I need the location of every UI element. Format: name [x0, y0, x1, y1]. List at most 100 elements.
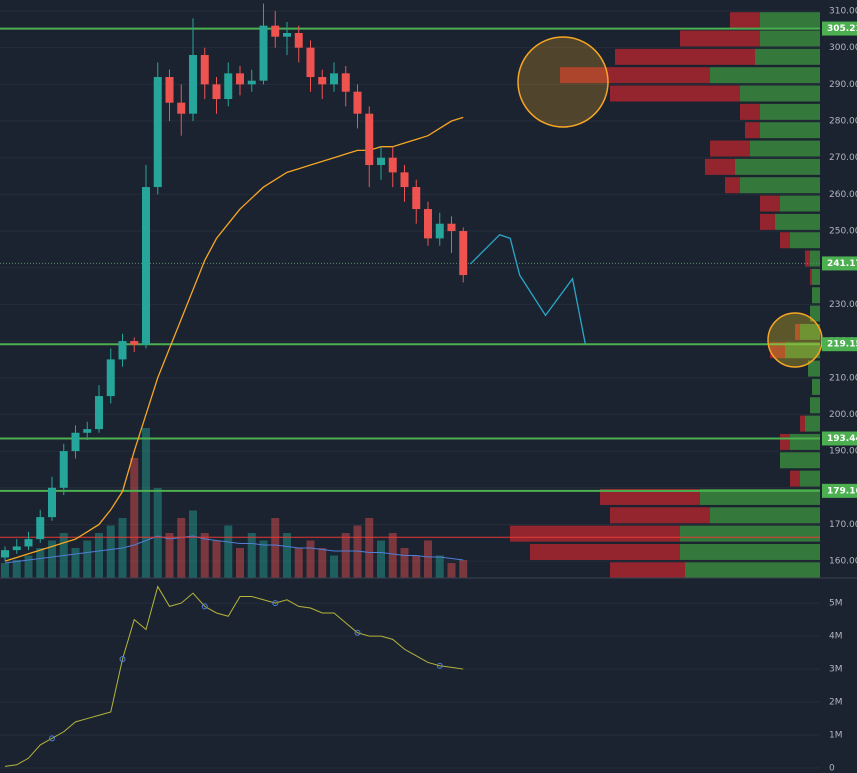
profile-down [800, 415, 805, 432]
volume-bar [435, 555, 444, 578]
profile-up [760, 30, 820, 47]
volume-bar [247, 533, 256, 578]
profile-up [735, 158, 820, 175]
candle-body [459, 231, 468, 276]
y-tick-label: 210.00 [829, 373, 857, 383]
volume-bar [236, 548, 244, 578]
candle-body [341, 73, 350, 92]
volume-bar [177, 518, 186, 578]
profile-down [600, 488, 700, 505]
volume-bar [271, 518, 280, 578]
candle-body [59, 451, 68, 488]
profile-up [800, 323, 820, 340]
volume-bar [459, 560, 468, 578]
candle-body [200, 55, 209, 85]
volume-bar [412, 555, 421, 578]
candle-body [12, 546, 21, 551]
candle-body [294, 33, 303, 48]
volume-bar [306, 540, 315, 578]
profile-up [780, 452, 820, 469]
indicator-marker [272, 600, 279, 607]
profile-up [810, 397, 820, 414]
profile-up [808, 360, 820, 377]
candle-body [48, 487, 56, 518]
profile-up [740, 85, 820, 102]
y-tick-label: 2M [829, 698, 843, 708]
y-tick-label: 290.00 [829, 80, 857, 90]
level-tag [822, 431, 857, 446]
highlight-circle [517, 36, 609, 128]
candle-body [118, 341, 127, 360]
volume-bar [106, 525, 115, 578]
volume-bar [95, 533, 103, 578]
last-price-label: 241.17 [827, 259, 857, 269]
profile-up [810, 305, 820, 322]
level-tag [822, 337, 857, 352]
profile-up [680, 525, 820, 542]
profile-down [795, 323, 800, 340]
profile-down [530, 543, 680, 560]
volume-bar [12, 560, 21, 578]
volume-bar [200, 533, 209, 578]
y-tick-label: 160.00 [829, 557, 857, 567]
volume-bar [24, 555, 33, 578]
level-label: 179.16 [827, 486, 857, 496]
indicator-marker [201, 603, 208, 610]
candle-body [189, 55, 197, 114]
level-label: 193.44 [827, 434, 857, 444]
volume-ma [4, 535, 464, 564]
volume-bar [1, 563, 9, 578]
moving-average [4, 116, 464, 562]
profile-up [805, 415, 820, 432]
candle-body [83, 429, 92, 433]
volume-bar [259, 540, 268, 578]
volume-bar [212, 540, 221, 578]
candle-body [142, 187, 150, 345]
y-tick-label: 190.00 [829, 447, 857, 457]
profile-down [740, 103, 760, 120]
profile-up [800, 470, 820, 487]
y-tick-label: 0 [829, 764, 835, 773]
y-tick-label: 5M [829, 599, 843, 609]
projection-line [469, 233, 587, 345]
candle-body [177, 102, 186, 114]
candle-body [247, 80, 256, 85]
volume-bar [153, 488, 162, 578]
candle-body [365, 113, 374, 166]
candle-body [447, 223, 456, 232]
y-tick-label: 1M [829, 731, 843, 741]
volume-bar [400, 548, 409, 578]
volume-bar [318, 548, 327, 578]
candle-body [377, 157, 385, 166]
profile-up [775, 213, 820, 230]
y-tick-label: 310.00 [829, 7, 857, 17]
profile-up [755, 48, 820, 65]
profile-down [780, 232, 790, 249]
candle-body [24, 539, 33, 547]
candle-body [353, 91, 362, 114]
volume-bar [447, 563, 456, 578]
indicator-pane [4, 585, 464, 767]
indicator-marker [436, 662, 443, 669]
profile-down [610, 562, 685, 579]
candle-body [130, 341, 139, 345]
candle-body [236, 73, 244, 85]
y-tick-label: 250.00 [829, 227, 857, 237]
profile-down [745, 122, 760, 139]
profile-up [760, 12, 820, 29]
profile-down [760, 195, 780, 212]
profile-up [810, 250, 820, 267]
profile-up [680, 543, 820, 560]
last-price-tag [822, 256, 857, 271]
candle-body [165, 77, 174, 103]
profile-down [610, 85, 740, 102]
profile-down [725, 177, 740, 194]
volume-bar [83, 540, 92, 578]
price-pane [0, 3, 820, 579]
profile-up [750, 140, 820, 157]
profile-up [760, 122, 820, 139]
level-tag [822, 21, 857, 36]
candle-body [259, 25, 268, 81]
candle-body [212, 84, 221, 100]
